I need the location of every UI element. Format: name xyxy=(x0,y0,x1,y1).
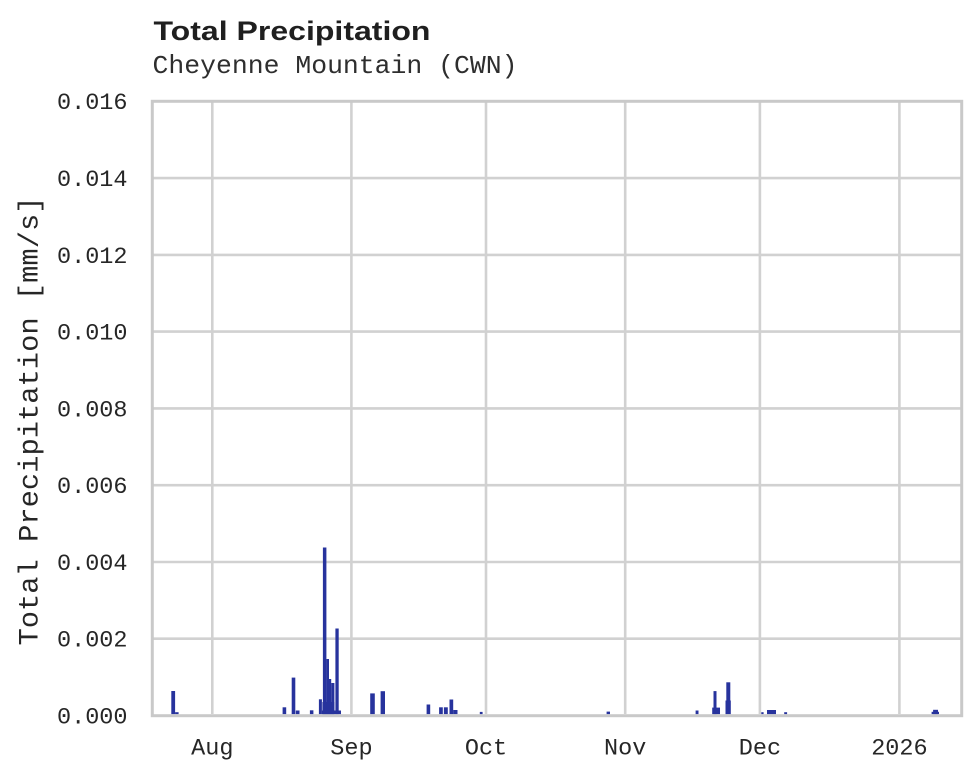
svg-text:Dec: Dec xyxy=(739,735,781,762)
svg-text:Cheyenne Mountain (CWN): Cheyenne Mountain (CWN) xyxy=(153,51,518,81)
svg-text:0.012: 0.012 xyxy=(57,244,128,271)
svg-text:0.016: 0.016 xyxy=(57,90,128,117)
svg-text:0.002: 0.002 xyxy=(57,628,128,655)
svg-text:2026: 2026 xyxy=(871,735,927,762)
svg-text:Sep: Sep xyxy=(330,735,372,762)
svg-text:Total Precipitation [mm/s]: Total Precipitation [mm/s] xyxy=(16,197,47,646)
svg-text:0.000: 0.000 xyxy=(57,704,128,731)
svg-text:0.004: 0.004 xyxy=(57,551,128,578)
svg-text:0.014: 0.014 xyxy=(57,167,128,194)
svg-text:Total Precipitation: Total Precipitation xyxy=(154,16,431,46)
svg-text:Nov: Nov xyxy=(604,735,646,762)
svg-text:Oct: Oct xyxy=(465,735,507,762)
svg-text:0.010: 0.010 xyxy=(57,321,128,348)
svg-text:Aug: Aug xyxy=(191,735,233,762)
svg-text:0.008: 0.008 xyxy=(57,397,128,424)
svg-text:0.006: 0.006 xyxy=(57,474,128,501)
